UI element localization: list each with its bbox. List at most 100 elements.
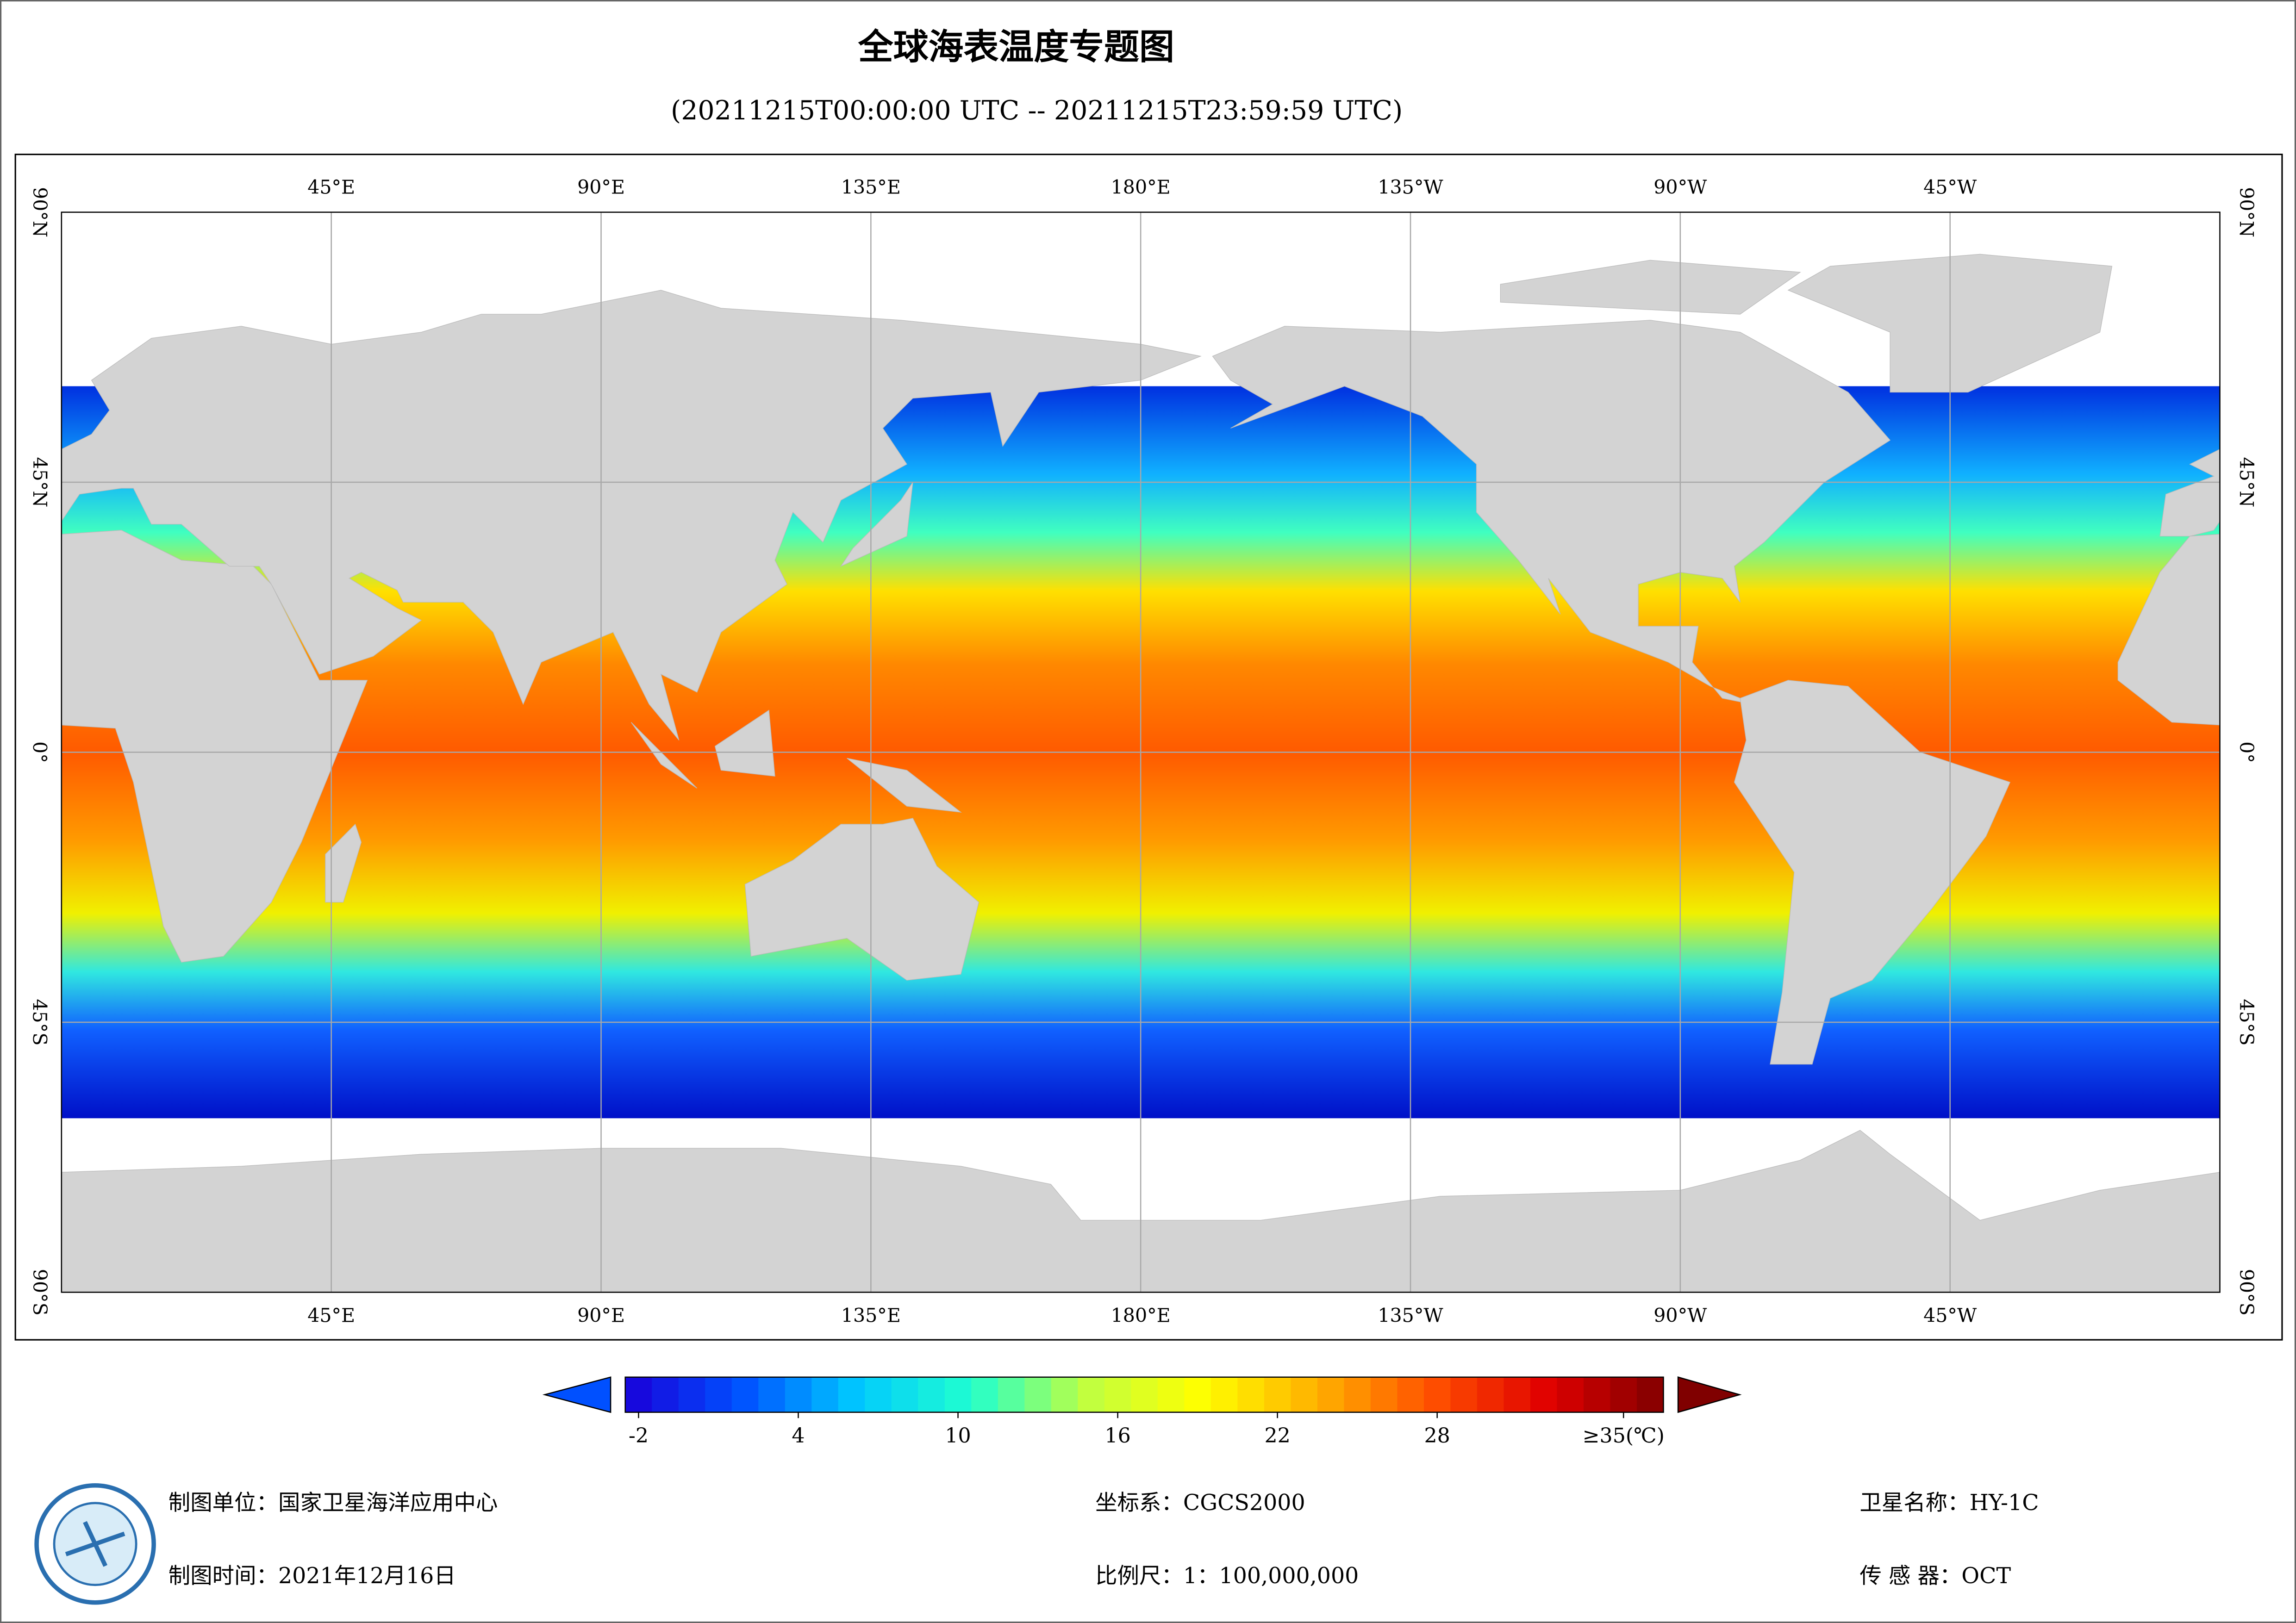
footer-crs: 坐标系：CGCS2000 (1095, 1490, 1305, 1516)
y-tick-label: 90°S (29, 1269, 51, 1316)
colorbar-cell (865, 1377, 892, 1412)
land (840, 482, 913, 567)
colorbar-cell (1636, 1377, 1664, 1412)
colorbar-cell (1184, 1377, 1211, 1412)
colorbar-cell (1370, 1377, 1398, 1412)
colorbar-cell (1237, 1377, 1265, 1412)
x-tick-label: 45°W (1923, 176, 1977, 198)
colorbar-cell (1317, 1377, 1345, 1412)
x-tick-label: 90°E (577, 176, 625, 198)
y-tick-label: 45°N (29, 457, 51, 508)
footer-date: 制图时间：2021年12月16日 (168, 1563, 456, 1589)
land (1734, 680, 2011, 1065)
footer-satellite: 卫星名称：HY-1C (1859, 1490, 2039, 1516)
colorbar-cell (1344, 1377, 1371, 1412)
colorbar-tick-label: 16 (1104, 1424, 1130, 1448)
colorbar-cell (731, 1377, 759, 1412)
colorbar-cell (652, 1377, 679, 1412)
footer-scale: 比例尺：1：100,000,000 (1095, 1563, 1359, 1589)
footer-unit: 制图单位：国家卫星海洋应用中心 (168, 1490, 498, 1516)
colorbar-cell (705, 1377, 732, 1412)
colorbar-cell (918, 1377, 945, 1412)
colorbar-border (624, 1376, 1664, 1413)
colorbar-cell (1291, 1377, 1318, 1412)
map-frame (14, 154, 2283, 1341)
colorbar-cell (1504, 1377, 1531, 1412)
y-tick-label: 45°N (2235, 457, 2258, 508)
colorbar-cell (891, 1377, 919, 1412)
colorbar-cell (1078, 1377, 1105, 1412)
colorbar-cell (838, 1377, 866, 1412)
colorbar-cell (1583, 1377, 1611, 1412)
x-tick-label: 90°W (1653, 1305, 1707, 1327)
colorbar-tick-label: 10 (945, 1424, 971, 1448)
colorbar-tick-label: 22 (1264, 1424, 1290, 1448)
y-tick-label: 45°S (2235, 999, 2258, 1045)
colorbar-cell (1530, 1377, 1558, 1412)
colorbar-cell (678, 1377, 706, 1412)
colorbar-cell (944, 1377, 972, 1412)
colorbar-tick-label: ≥35(℃) (1582, 1424, 1665, 1448)
y-tick-label: 90°S (2235, 1269, 2258, 1316)
y-tick-label: 90°N (29, 187, 51, 237)
y-tick-label: 45°S (29, 999, 51, 1045)
footer-sensor: 传 感 器：OCT (1859, 1563, 2011, 1589)
x-tick-label: 135°W (1378, 1305, 1443, 1327)
y-tick-label: 0° (29, 741, 51, 763)
colorbar-cell (1557, 1377, 1584, 1412)
colorbar-cell (1423, 1377, 1451, 1412)
colorbar-arrow-low (542, 1376, 611, 1413)
colorbar-cell (811, 1377, 839, 1412)
land (744, 818, 980, 981)
map-area (61, 212, 2220, 1293)
y-tick-label: 0° (2235, 741, 2258, 763)
land (61, 530, 368, 963)
x-tick-label: 135°E (841, 1305, 901, 1327)
colorbar-cell (1157, 1377, 1185, 1412)
colorbar-cell (1131, 1377, 1158, 1412)
x-tick-label: 135°E (841, 176, 901, 198)
colorbar-cell (1104, 1377, 1132, 1412)
land (1500, 260, 1801, 315)
land (630, 722, 698, 789)
colorbar-cell (1051, 1377, 1079, 1412)
colorbar-cell (1024, 1377, 1052, 1412)
colorbar-cell (1210, 1377, 1238, 1412)
x-tick-label: 135°W (1378, 176, 1443, 198)
map-border (61, 211, 2221, 1293)
colorbar-tick-label: 28 (1424, 1424, 1450, 1448)
colorbar-cell (971, 1377, 998, 1412)
x-tick-label: 45°W (1923, 1305, 1977, 1327)
colorbar-cell (1450, 1377, 1478, 1412)
colorbar-arrow-high (1677, 1376, 1742, 1413)
colorbar-cell (1397, 1377, 1424, 1412)
x-tick-label: 180°E (1111, 1305, 1171, 1327)
colorbar-cell (758, 1377, 786, 1412)
colorbar-cell (1477, 1377, 1504, 1412)
title: 全球海表温度专题图 (858, 26, 1174, 68)
x-tick-label: 45°E (307, 176, 355, 198)
land (61, 290, 1202, 740)
colorbar-tick-label: -2 (629, 1424, 649, 1448)
land (2159, 448, 2220, 537)
x-tick-label: 45°E (307, 1305, 355, 1327)
subtitle: (20211215T00:00:00 UTC -- 20211215T23:59… (671, 95, 1403, 126)
colorbar-cell (785, 1377, 812, 1412)
colorbar-tick-label: 4 (792, 1424, 805, 1448)
land (1212, 320, 1891, 705)
logo-satellite (65, 1521, 125, 1567)
land (714, 709, 775, 777)
y-tick-label: 90°N (2235, 187, 2258, 237)
land (325, 823, 362, 903)
colorbar-cell (625, 1377, 653, 1412)
x-tick-label: 180°E (1111, 176, 1171, 198)
land (2117, 534, 2220, 726)
land (847, 758, 962, 813)
colorbar-cell (1610, 1377, 1637, 1412)
colorbar-cell (998, 1377, 1025, 1412)
colorbar-cell (1264, 1377, 1292, 1412)
x-tick-label: 90°E (577, 1305, 625, 1327)
x-tick-label: 90°W (1653, 176, 1707, 198)
